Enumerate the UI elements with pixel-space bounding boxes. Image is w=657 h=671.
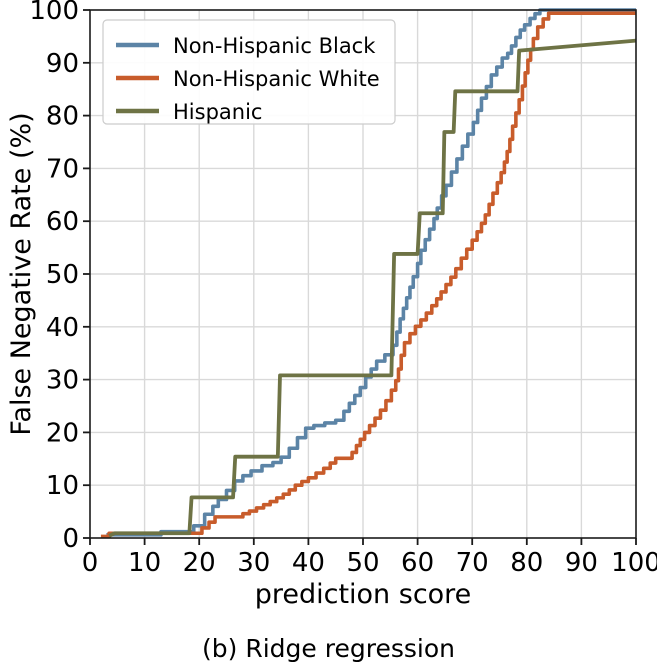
y-tick-label: 30 xyxy=(46,366,79,396)
y-tick-label: 90 xyxy=(46,49,79,79)
legend-label: Hispanic xyxy=(173,100,262,124)
x-tick-label: 50 xyxy=(346,548,379,578)
x-tick-label: 30 xyxy=(237,548,270,578)
y-axis-label: False Negative Rate (%) xyxy=(6,112,37,435)
y-tick-label: 50 xyxy=(46,260,79,290)
x-axis-label: prediction score xyxy=(255,579,472,610)
y-tick-label: 60 xyxy=(46,207,79,237)
y-tick-label: 20 xyxy=(46,418,79,448)
legend-label: Non-Hispanic White xyxy=(173,67,380,91)
x-tick-label: 60 xyxy=(401,548,434,578)
fnr-chart: 0 10 20 30 40 50 60 70 80 90 100 0 10 20 30 40 50 60 70 80 9… xyxy=(6,0,657,610)
tick-layer: 0 10 20 30 40 50 60 70 80 90 100 0 10 20 30 40 50 60 70 80 9… xyxy=(29,0,657,578)
legend-box xyxy=(102,19,396,125)
x-tick-label: 20 xyxy=(183,548,216,578)
legend: Non-Hispanic Black Non-Hispanic White Hisp… xyxy=(102,19,396,125)
x-tick-label: 70 xyxy=(456,548,489,578)
legend-label: Non-Hispanic Black xyxy=(173,34,376,58)
series-line-non-hispanic-white xyxy=(100,11,636,539)
x-tick-label: 10 xyxy=(128,548,161,578)
x-tick-label: 90 xyxy=(565,548,598,578)
x-tick-label: 40 xyxy=(292,548,325,578)
y-tick-label: 80 xyxy=(46,102,79,132)
series-line-hispanic xyxy=(108,38,637,538)
x-tick-label: 80 xyxy=(510,548,543,578)
fnr-vs-score-figure: 0 10 20 30 40 50 60 70 80 90 100 0 10 20 30 40 50 60 70 80 9… xyxy=(6,0,657,610)
x-tick-label: 0 xyxy=(82,548,99,578)
y-tick-label: 70 xyxy=(46,154,79,184)
series-layer xyxy=(100,8,637,539)
y-tick-label: 10 xyxy=(46,471,79,501)
figure-caption: (b) Ridge regression xyxy=(202,634,455,663)
y-tick-label: 0 xyxy=(62,524,79,554)
x-tick-label: 100 xyxy=(611,548,657,578)
y-tick-label: 100 xyxy=(29,0,79,26)
series-line-non-hispanic-black xyxy=(106,8,636,537)
y-tick-label: 40 xyxy=(46,313,79,343)
